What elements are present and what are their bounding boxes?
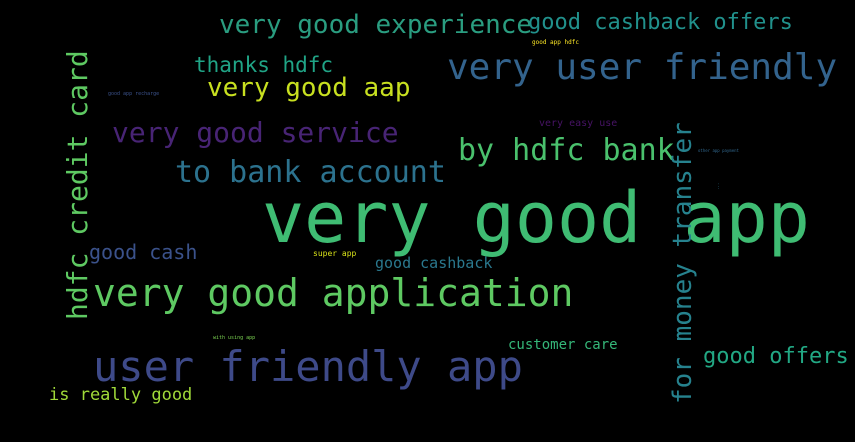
word-to-bank-account: to bank account <box>175 155 446 190</box>
word-good-cash: good cash <box>89 240 198 264</box>
word-other-app-payment: other app payment <box>698 148 739 153</box>
word-good-cashback-offers: good cashback offers <box>528 10 793 35</box>
word-thanks-hdfc: thanks hdfc <box>194 53 334 77</box>
word-good-app-recharge: good app recharge <box>108 91 160 97</box>
word-very-user-friendly: very user friendly <box>447 47 838 88</box>
word-very-good-experience: very good experience <box>219 10 533 40</box>
word-super-app: super app <box>313 249 357 258</box>
word-very-easy-use: very easy use <box>539 118 618 129</box>
word-for-money-transfer: for money transfer <box>668 122 698 404</box>
word-by-hdfc-bank: by hdfc bank <box>458 133 675 168</box>
word-good-app-hdfc: good app hdfc <box>532 39 579 46</box>
word-hdfc-credit-card: hdfc credit card <box>61 50 94 320</box>
word-tiny-vertical: ... <box>715 182 720 190</box>
word-very-good-app: very good app <box>262 177 810 259</box>
word-very-good-application: very good application <box>93 271 574 315</box>
word-customer-care: customer care <box>508 337 618 353</box>
word-very-good-service: very good service <box>112 116 399 149</box>
word-with-using-app: with using app <box>213 335 256 341</box>
word-very-good-aap: very good aap <box>207 73 411 103</box>
word-good-cashback: good cashback <box>375 254 493 272</box>
word-good-offers: good offers <box>703 344 849 369</box>
word-user-friendly-app: user friendly app <box>93 342 523 391</box>
word-is-really-good: is really good <box>49 385 193 405</box>
